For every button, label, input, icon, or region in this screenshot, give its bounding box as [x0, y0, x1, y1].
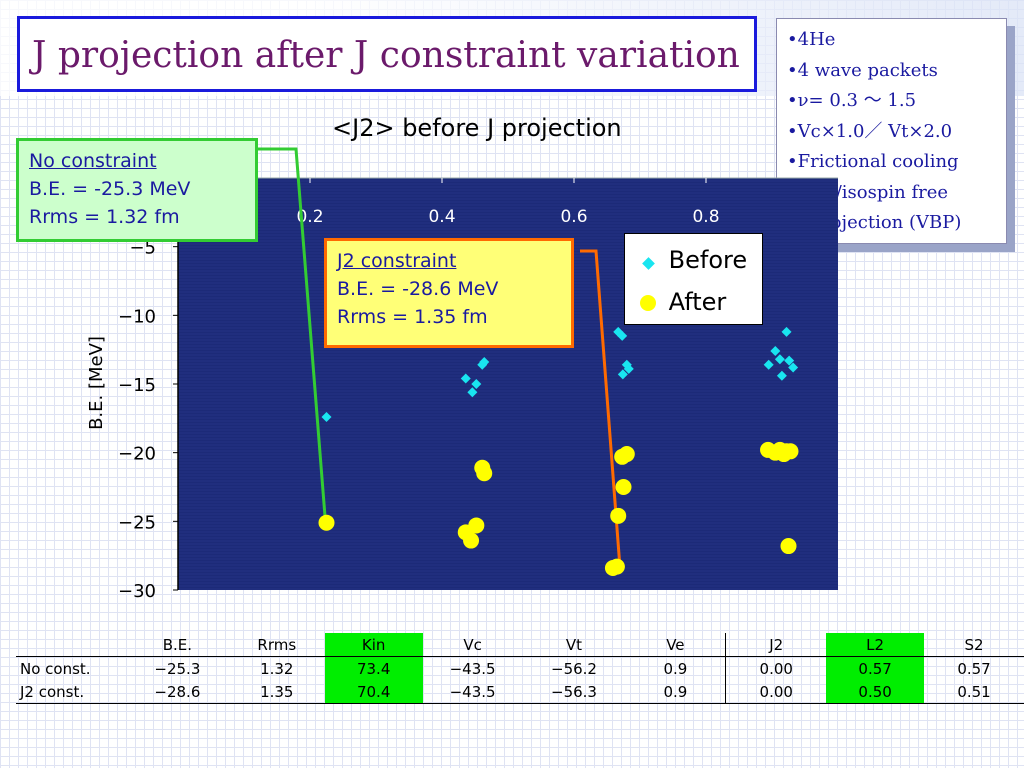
table-cell: −43.5	[422, 656, 523, 680]
table-cell: 1.32	[228, 656, 325, 680]
table-cell: 73.4	[324, 656, 423, 680]
table-header: Rrms	[257, 635, 297, 654]
x-tick-label: 0.4	[428, 207, 455, 227]
before-point	[471, 379, 482, 389]
info-line-potential: •Vc×1.0／ Vt×2.0	[787, 120, 953, 142]
title-box: J projection after J constraint variatio…	[17, 16, 757, 92]
info-line-cooling: •Frictional cooling	[787, 151, 959, 172]
table-cell: 1.35	[228, 680, 325, 704]
table-header: Kin	[324, 633, 423, 657]
j2-constraint-leader-line	[580, 249, 622, 567]
before-point	[460, 373, 471, 384]
table-cell: 0.00	[725, 656, 827, 680]
no-constraint-leader-line	[258, 147, 327, 523]
x-tick-label: 0.6	[560, 207, 587, 227]
table-header: Vt	[565, 635, 583, 654]
table-header: Ve	[625, 633, 727, 657]
legend-before-label: Before	[668, 246, 748, 274]
slide-title: J projection after J constraint variatio…	[32, 35, 740, 76]
before-point	[623, 363, 634, 374]
table-cell: 0.57	[924, 656, 1024, 680]
y-tick-label: −10	[118, 306, 156, 327]
before-point	[774, 354, 785, 365]
y-tick-label: −5	[129, 238, 156, 259]
table-header: L2	[826, 633, 925, 657]
table-cell: −43.5	[422, 680, 523, 704]
table-cell: 70.4	[324, 680, 423, 704]
summary-table: B.E. Rrms Kin Vc Vt Ve J2 L2 S2 No const…	[16, 633, 1024, 704]
after-point	[618, 446, 635, 463]
table-cell: No const.	[16, 656, 126, 680]
before-point	[617, 330, 628, 341]
table-cell: J2 const.	[16, 680, 126, 704]
y-tick-label: −20	[118, 444, 156, 465]
after-point	[782, 443, 799, 460]
table-cell: 0.50	[826, 680, 925, 704]
diamond-marker-icon	[641, 257, 655, 270]
table-cell: 0.57	[826, 656, 925, 680]
chart-legend: Before After	[624, 233, 763, 325]
before-point	[781, 326, 792, 337]
before-point	[479, 357, 490, 368]
legend-before: Before	[635, 240, 747, 280]
table-header: Vc	[463, 635, 482, 654]
no-constraint-rrms: Rrms = 1.32 fm	[29, 206, 180, 228]
table-row: No const. −25.3 1.32 73.4 −43.5 −56.2 0.…	[16, 656, 1024, 680]
table-cell: 0.00	[725, 680, 827, 704]
after-point	[476, 465, 493, 482]
legend-after: After	[635, 282, 726, 322]
before-point	[788, 362, 799, 373]
info-line-he: •4He	[787, 29, 836, 50]
before-point	[763, 359, 774, 370]
table-header	[16, 633, 126, 657]
table-row: J2 const. −28.6 1.35 70.4 −43.5 −56.3 0.…	[16, 680, 1024, 704]
y-tick-label: −15	[118, 375, 156, 396]
after-point	[615, 479, 632, 495]
no-constraint-be: B.E. = -25.3 MeV	[29, 178, 191, 200]
j2-constraint-callout: J2 constraint B.E. = -28.6 MeV Rrms = 1.…	[324, 238, 574, 348]
table-cell: −56.2	[522, 656, 626, 680]
chart-title: <J2> before J projection	[332, 114, 622, 142]
table-cell: 0.9	[625, 656, 727, 680]
after-point	[610, 507, 627, 524]
y-axis-label: B.E. [MeV]	[86, 336, 107, 430]
after-point	[318, 514, 335, 531]
after-point	[463, 532, 480, 549]
before-point	[770, 346, 781, 357]
table-cell: −56.3	[522, 680, 626, 704]
circle-marker-icon	[640, 295, 656, 311]
before-point	[321, 411, 332, 422]
j2-constraint-rrms: Rrms = 1.35 fm	[337, 306, 488, 328]
info-line-nu: •ν= 0.3 ～ 1.5	[787, 90, 917, 111]
before-point	[776, 370, 787, 381]
legend-after-label: After	[668, 288, 727, 316]
j2-constraint-heading: J2 constraint	[337, 250, 457, 272]
y-tick-label: −30	[118, 581, 156, 602]
table-cell: −25.3	[125, 656, 229, 680]
after-point	[608, 558, 625, 575]
no-constraint-callout: No constraint B.E. = -25.3 MeV Rrms = 1.…	[16, 138, 258, 242]
table-cell: 0.9	[625, 680, 727, 704]
before-point	[617, 369, 628, 380]
x-tick-label: 0.8	[692, 207, 719, 227]
table-cell: −28.6	[125, 680, 229, 704]
info-line-wave-packets: •4 wave packets	[787, 59, 938, 81]
before-point	[467, 387, 478, 398]
y-tick-label: −25	[118, 512, 156, 533]
j2-constraint-be: B.E. = -28.6 MeV	[337, 278, 499, 300]
table-cell: 0.51	[924, 680, 1024, 704]
before-point	[784, 355, 795, 366]
table-header: S2	[964, 635, 984, 654]
after-point	[780, 538, 797, 555]
table-header-row: B.E. Rrms Kin Vc Vt Ve J2 L2 S2	[16, 633, 1024, 657]
no-constraint-heading: No constraint	[29, 150, 157, 172]
table-header: J2	[769, 635, 784, 654]
table-header: B.E.	[162, 635, 193, 654]
after-point	[468, 517, 485, 534]
